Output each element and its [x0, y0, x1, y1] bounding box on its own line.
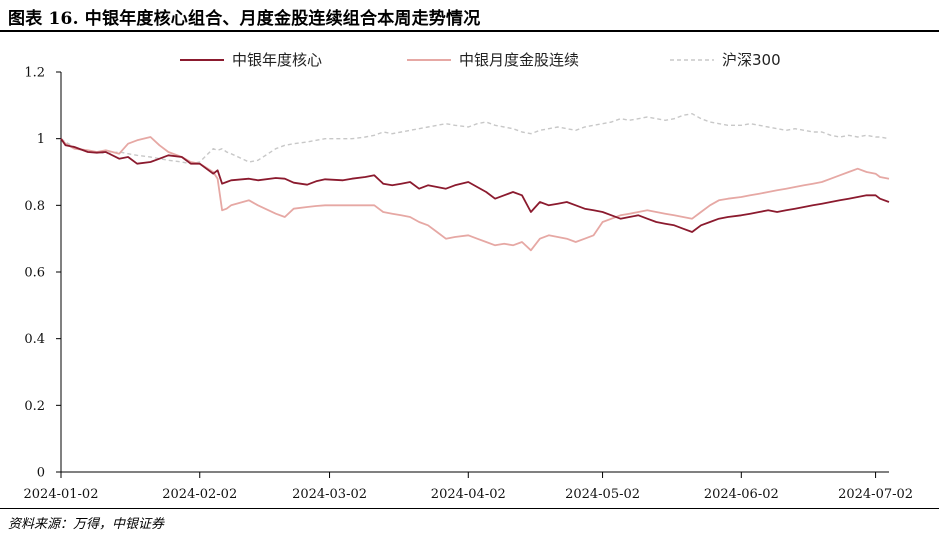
legend-label-2: 中银月度金股连续 [459, 51, 579, 69]
x-tick-label: 2024-01-02 [24, 487, 99, 502]
series-line-3 [60, 112, 890, 165]
x-tick-label: 2024-05-02 [565, 487, 640, 502]
y-tick-label: 0 [37, 466, 45, 481]
x-tick-label: 2024-07-02 [838, 487, 913, 502]
x-tick-label: 2024-06-02 [704, 487, 779, 502]
chart-legend: 中银年度核心 中银月度金股连续 沪深300 [180, 51, 781, 69]
x-tick-label: 2024-03-02 [292, 487, 367, 502]
y-tick-label: 1 [37, 132, 45, 147]
x-tick-label: 2024-02-02 [162, 487, 237, 502]
y-tick-label: 1.2 [24, 66, 45, 81]
legend-label-3: 沪深300 [722, 51, 781, 69]
chart-axes: 0 0.2 0.4 0.6 0.8 1 1.2 2024-01-02 2024-02-02 202… [24, 66, 914, 503]
y-tick-label: 0.6 [24, 266, 45, 281]
title-divider [0, 30, 939, 32]
source-divider [0, 508, 939, 509]
y-tick-label: 0.8 [24, 199, 45, 214]
series-layer [60, 112, 890, 252]
x-tick-label: 2024-04-02 [431, 487, 506, 502]
series-line-1 [60, 138, 890, 233]
legend-label-1: 中银年度核心 [232, 51, 322, 69]
y-tick-label: 0.2 [24, 399, 45, 414]
series-line-2 [60, 136, 890, 252]
source-note: 资料来源：万得，中银证券 [8, 517, 165, 532]
chart-title: 图表 16. 中银年度核心组合、月度金股连续组合本周走势情况 [8, 9, 481, 29]
y-tick-label: 0.4 [24, 332, 45, 347]
